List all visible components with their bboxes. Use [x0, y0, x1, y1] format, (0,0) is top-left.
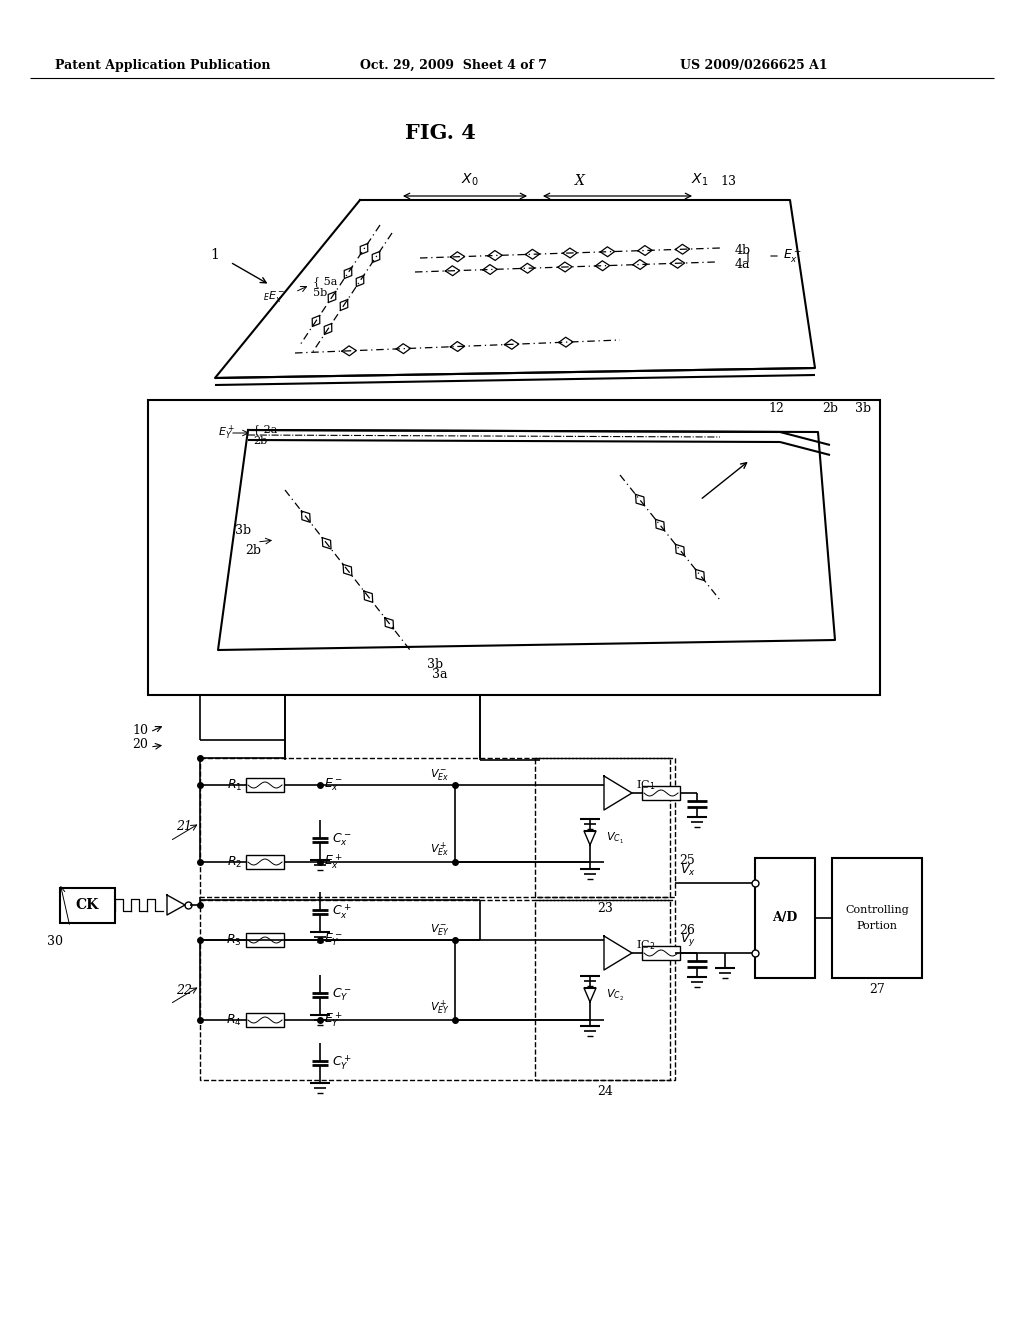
Bar — [246, 1012, 284, 1027]
Polygon shape — [584, 987, 596, 1002]
Text: 2b: 2b — [822, 401, 838, 414]
Polygon shape — [584, 832, 596, 845]
Text: 22: 22 — [176, 983, 193, 997]
Text: $E_x^-$: $E_x^-$ — [324, 776, 343, 793]
Text: $E_Y^+$: $E_Y^+$ — [218, 424, 234, 442]
Bar — [200, 758, 670, 898]
Text: $R_1$: $R_1$ — [226, 777, 242, 792]
Text: $V_{Ex}^+$: $V_{Ex}^+$ — [430, 841, 450, 859]
Text: 30: 30 — [47, 935, 63, 948]
Text: Portion: Portion — [856, 921, 897, 931]
Bar — [535, 900, 675, 1080]
Text: CK: CK — [76, 898, 98, 912]
Text: $E_Y^-$: $E_Y^-$ — [324, 932, 343, 948]
Text: 12: 12 — [768, 401, 784, 414]
Text: $C_Y^+$: $C_Y^+$ — [332, 1053, 351, 1072]
Bar — [246, 855, 284, 869]
Text: 4b: 4b — [735, 243, 752, 256]
Text: 20: 20 — [132, 738, 148, 751]
Text: 2b: 2b — [245, 544, 261, 557]
Text: $V_{C_2}$: $V_{C_2}$ — [606, 987, 624, 1002]
Bar — [246, 777, 284, 792]
Text: $X_1$: $X_1$ — [691, 172, 709, 187]
Text: $R_3$: $R_3$ — [226, 932, 242, 948]
Text: Oct. 29, 2009  Sheet 4 of 7: Oct. 29, 2009 Sheet 4 of 7 — [360, 58, 547, 71]
Text: Controlling: Controlling — [845, 906, 909, 915]
Text: { 5a: { 5a — [313, 277, 337, 288]
Text: IC$_2$: IC$_2$ — [636, 939, 655, 952]
Bar — [60, 888, 115, 923]
Bar — [200, 900, 670, 1080]
Text: IC$_1$: IC$_1$ — [636, 777, 655, 792]
Text: { 2a: { 2a — [253, 425, 278, 436]
Text: $V_{Ex}^-$: $V_{Ex}^-$ — [430, 767, 450, 781]
Bar — [535, 758, 675, 898]
Text: 2b: 2b — [253, 436, 267, 446]
Text: Patent Application Publication: Patent Application Publication — [55, 58, 270, 71]
Text: $V_{EY}^-$: $V_{EY}^-$ — [430, 921, 450, 937]
Bar — [642, 785, 680, 800]
Text: $C_Y^-$: $C_Y^-$ — [332, 987, 351, 1003]
Text: 1: 1 — [211, 248, 219, 261]
Text: $C_x^+$: $C_x^+$ — [332, 903, 351, 921]
Text: 26: 26 — [679, 924, 695, 937]
Text: 27: 27 — [869, 983, 885, 997]
Text: $C_x^-$: $C_x^-$ — [332, 832, 351, 849]
Text: A/D: A/D — [772, 912, 798, 924]
Polygon shape — [604, 776, 632, 810]
Text: 3b: 3b — [855, 401, 871, 414]
Text: 4a: 4a — [735, 257, 751, 271]
Text: $V_{EY}^+$: $V_{EY}^+$ — [430, 999, 450, 1016]
Text: $V_x$: $V_x$ — [680, 863, 695, 878]
Polygon shape — [604, 936, 632, 970]
Text: 25: 25 — [679, 854, 694, 867]
Text: 3a: 3a — [432, 668, 447, 681]
Polygon shape — [167, 895, 185, 915]
Text: X: X — [575, 174, 585, 187]
Bar — [831, 858, 922, 978]
Text: $X_0$: $X_0$ — [461, 172, 479, 187]
Text: $V_{C_1}$: $V_{C_1}$ — [606, 830, 624, 846]
Text: $R_4$: $R_4$ — [226, 1012, 242, 1027]
Text: US 2009/0266625 A1: US 2009/0266625 A1 — [680, 58, 827, 71]
Text: 21: 21 — [176, 821, 193, 833]
Text: $V_y$: $V_y$ — [680, 931, 696, 948]
Text: $R_2$: $R_2$ — [226, 854, 242, 870]
Text: 24: 24 — [597, 1085, 613, 1098]
Text: 13: 13 — [720, 176, 736, 187]
Text: $E_Y^+$: $E_Y^+$ — [324, 1011, 343, 1030]
Text: 3b: 3b — [234, 524, 251, 536]
Text: $_E E_x^-$: $_E E_x^-$ — [263, 289, 286, 305]
Text: 5b: 5b — [313, 288, 328, 298]
Text: 23: 23 — [597, 902, 613, 915]
Text: FIG. 4: FIG. 4 — [404, 123, 475, 143]
Text: 3b: 3b — [427, 657, 443, 671]
Bar — [148, 400, 880, 696]
Text: 10: 10 — [132, 723, 148, 737]
Bar — [755, 858, 815, 978]
Bar — [642, 946, 680, 960]
Text: $E_x^+$: $E_x^+$ — [324, 853, 343, 871]
Text: $E_x^+$: $E_x^+$ — [783, 247, 802, 265]
Bar — [246, 933, 284, 946]
